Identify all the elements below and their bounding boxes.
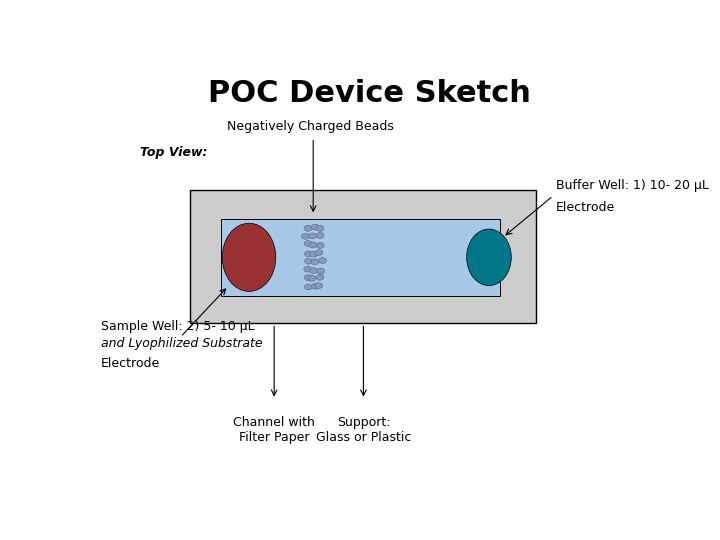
Circle shape bbox=[302, 233, 310, 239]
Circle shape bbox=[311, 259, 319, 265]
Ellipse shape bbox=[467, 229, 511, 286]
Circle shape bbox=[316, 242, 324, 248]
Text: Electrode: Electrode bbox=[101, 357, 161, 370]
Circle shape bbox=[304, 225, 312, 231]
Circle shape bbox=[316, 233, 324, 238]
Circle shape bbox=[304, 266, 312, 272]
Bar bbox=[190, 190, 536, 322]
Text: Top View:: Top View: bbox=[140, 146, 208, 159]
Text: Electrode: Electrode bbox=[556, 201, 615, 214]
Circle shape bbox=[315, 282, 323, 288]
Circle shape bbox=[305, 241, 312, 246]
Bar bbox=[221, 219, 500, 295]
Ellipse shape bbox=[222, 223, 276, 292]
Text: POC Device Sketch: POC Device Sketch bbox=[207, 79, 531, 109]
Circle shape bbox=[310, 268, 318, 274]
Circle shape bbox=[311, 224, 319, 230]
Circle shape bbox=[316, 274, 324, 280]
Text: Sample Well: 2) 5- 10 μL: Sample Well: 2) 5- 10 μL bbox=[101, 320, 255, 333]
Circle shape bbox=[305, 275, 312, 281]
Circle shape bbox=[316, 226, 324, 231]
Text: Channel with
Filter Paper: Channel with Filter Paper bbox=[233, 416, 315, 444]
Text: Buffer Well: 1) 10- 20 μL: Buffer Well: 1) 10- 20 μL bbox=[556, 179, 708, 192]
Circle shape bbox=[312, 284, 319, 289]
Circle shape bbox=[315, 249, 323, 255]
Circle shape bbox=[309, 233, 317, 239]
Circle shape bbox=[317, 268, 325, 274]
Circle shape bbox=[305, 258, 312, 264]
Circle shape bbox=[319, 258, 326, 264]
Circle shape bbox=[309, 242, 317, 248]
Text: Negatively Charged Beads: Negatively Charged Beads bbox=[227, 120, 394, 133]
Circle shape bbox=[305, 251, 312, 257]
Circle shape bbox=[308, 275, 316, 281]
Text: Support:
Glass or Plastic: Support: Glass or Plastic bbox=[316, 416, 411, 444]
Text: and Lyophilized Substrate: and Lyophilized Substrate bbox=[101, 336, 263, 349]
Circle shape bbox=[305, 284, 312, 290]
Circle shape bbox=[310, 251, 318, 257]
